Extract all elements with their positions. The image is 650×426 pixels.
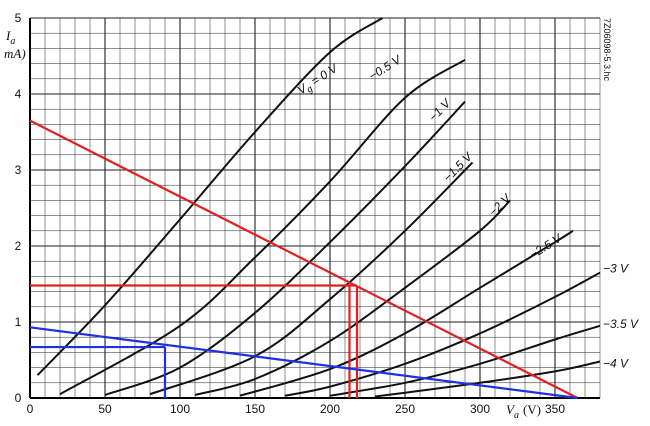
x-tick-label: 150 — [245, 402, 265, 416]
load-lines — [29, 119, 578, 400]
x-tick-label: 0 — [27, 402, 34, 416]
series-curve-7 — [329, 324, 601, 397]
load_line-4 — [29, 326, 578, 400]
y-tick-label: 2 — [15, 239, 22, 253]
curve-labels: Vg = 0 V −0.5 V−1 V−1.5 V−2 V−2.5 V−3 V−3… — [295, 52, 639, 371]
curve-label-7: −3.5 V — [603, 317, 639, 331]
curve-label-2: −1 V — [426, 96, 454, 125]
series-curve-5 — [239, 229, 574, 397]
y-tick-label: 1 — [15, 315, 22, 329]
minor-grid — [30, 18, 601, 398]
series-curve-0 — [36, 17, 384, 376]
load_line-0 — [29, 119, 578, 399]
x-tick-label: 350 — [545, 402, 565, 416]
series-curve-4 — [194, 199, 511, 396]
x-tick-label: 200 — [320, 402, 340, 416]
curve-label-6: −3 V — [603, 262, 629, 276]
curve-label-3: −1.5 V — [440, 149, 475, 184]
y-tick-label: 3 — [15, 163, 22, 177]
y-tick-label: 0 — [15, 391, 22, 405]
y-axis-label: Ia — [5, 28, 15, 47]
grid-voltage-curves — [36, 17, 601, 398]
figure-code: 7Z06098-5.3.hc — [602, 18, 612, 82]
y-axis-unit: mA) — [4, 46, 26, 61]
axes — [29, 18, 600, 399]
series-curve-1 — [59, 58, 466, 396]
series-curve-8 — [374, 360, 601, 398]
x-axis-label: Va (V) — [506, 402, 541, 421]
series-curve-2 — [104, 100, 466, 396]
tick-labels: 0 50 100 150 200 250 300 350 0 1 2 3 4 5 — [15, 11, 566, 416]
x-tick-label: 100 — [170, 402, 190, 416]
y-tick-label: 4 — [15, 87, 22, 101]
x-tick-label: 250 — [395, 402, 415, 416]
x-tick-label: 300 — [470, 402, 490, 416]
x-tick-label: 50 — [98, 402, 112, 416]
y-tick-label: 5 — [15, 11, 22, 25]
series-curve-6 — [284, 271, 601, 397]
series-curve-3 — [149, 161, 474, 396]
curve-label-1: −0.5 V — [366, 52, 404, 83]
curve-label-8: −4 V — [603, 357, 629, 371]
